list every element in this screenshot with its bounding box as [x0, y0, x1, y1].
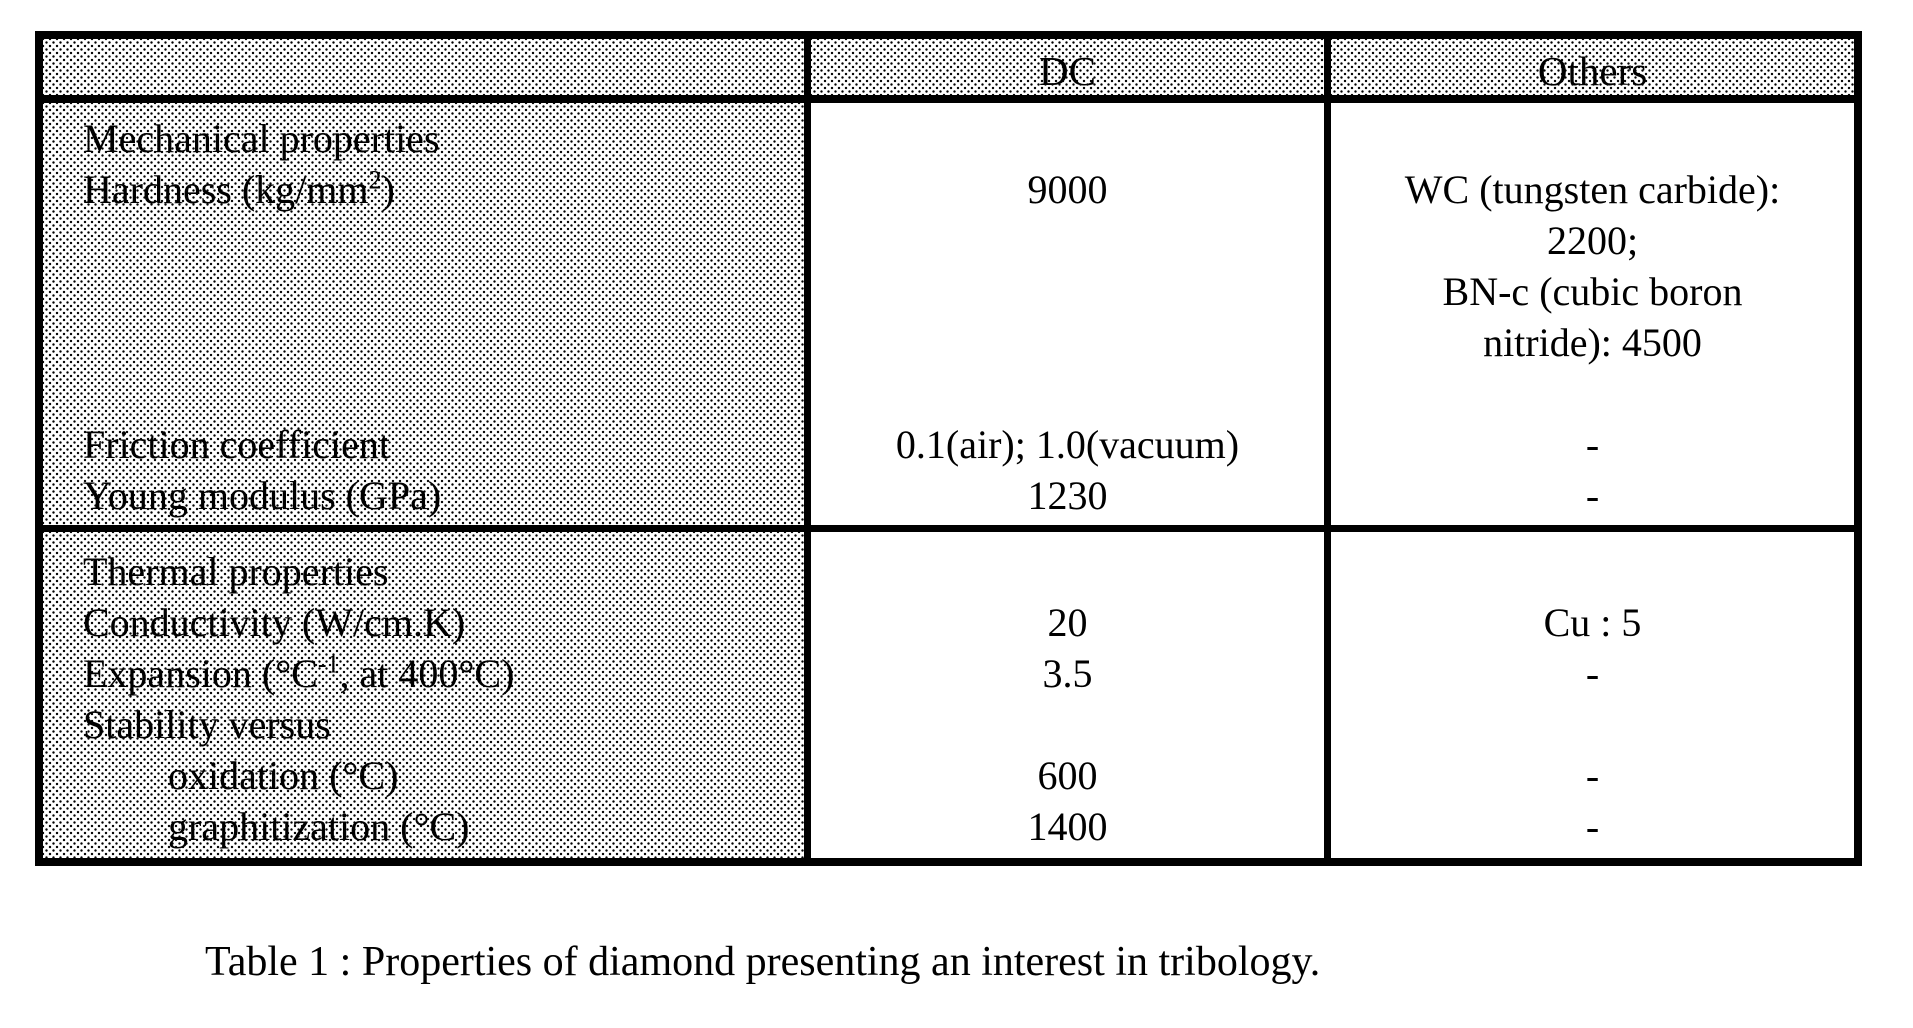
spacer-line	[1331, 113, 1854, 164]
spacer-line	[811, 113, 1324, 164]
graphitization-others-value: -	[1585, 804, 1600, 849]
conductivity-others-value: Cu : 5	[1543, 600, 1642, 645]
mechanical-section-row: Mechanical properties Hardness (kg/mm2) …	[43, 103, 1854, 532]
expansion-label: Expansion (°C-1, at 400°C)	[43, 648, 804, 699]
spacer-line	[811, 215, 1324, 266]
hardness-dc-value: 9000	[1027, 167, 1108, 212]
spacer-line	[1331, 546, 1854, 597]
spacer-line	[1331, 699, 1854, 750]
young-modulus-others-value: -	[1585, 473, 1600, 518]
mechanical-labels-cell: Mechanical properties Hardness (kg/mm2) …	[43, 103, 811, 532]
spacer-line	[811, 317, 1324, 368]
young-modulus-label: Young modulus (GPa)	[83, 473, 442, 518]
friction-label: Friction coefficient	[83, 422, 390, 467]
conductivity-dc-value: 20	[1047, 600, 1088, 645]
friction-others-value: -	[1585, 422, 1600, 467]
graphitization-dc-value: 1400	[1027, 804, 1108, 849]
spacer-line	[811, 699, 1324, 750]
thermal-section-row: Thermal properties Conductivity (W/cm.K)…	[43, 532, 1854, 858]
mechanical-dc-cell: 9000 0.1(air); 1.0(vacuum) 1230	[811, 103, 1331, 532]
spacer-line	[43, 215, 804, 266]
hardness-label-superscript: 2	[368, 165, 382, 195]
spacer-line	[811, 266, 1324, 317]
stability-label: Stability versus	[83, 702, 331, 747]
spacer-line	[811, 368, 1324, 419]
expansion-label-post: , at 400°C)	[339, 651, 515, 696]
mechanical-others-cell: WC (tungsten carbide): 2200; BN-c (cubic…	[1331, 103, 1854, 532]
spacer-line	[811, 546, 1324, 597]
oxidation-label: oxidation (°C)	[168, 753, 399, 798]
oxidation-dc-value: 600	[1037, 753, 1098, 798]
mechanical-section-title: Mechanical properties	[83, 116, 440, 161]
thermal-others-cell: Cu : 5 - - -	[1331, 532, 1854, 858]
expansion-label-pre: Expansion (°C	[83, 651, 318, 696]
hardness-label-pre: Hardness (kg/mm	[83, 167, 369, 212]
graphitization-label: graphitization (°C)	[168, 804, 470, 849]
table-caption: Table 1 : Properties of diamond presenti…	[205, 939, 1321, 985]
oxidation-others-value: -	[1585, 753, 1600, 798]
hardness-others-line3: BN-c (cubic boron	[1442, 269, 1743, 314]
hardness-others-line1: WC (tungsten carbide):	[1404, 167, 1781, 212]
hardness-label-post: )	[381, 167, 395, 212]
conductivity-label: Conductivity (W/cm.K)	[83, 600, 466, 645]
hardness-others-line2: 2200;	[1546, 218, 1639, 263]
table-header-row: DC Others	[43, 39, 1854, 103]
spacer-line	[43, 266, 804, 317]
friction-dc-value: 0.1(air); 1.0(vacuum)	[895, 422, 1240, 467]
expansion-label-superscript: -1	[317, 649, 340, 679]
young-modulus-dc-value: 1230	[1027, 473, 1108, 518]
spacer-line	[43, 368, 804, 419]
expansion-dc-value: 3.5	[1042, 651, 1093, 696]
hardness-label: Hardness (kg/mm2)	[43, 164, 804, 215]
spacer-line	[1331, 368, 1854, 419]
expansion-others-value: -	[1585, 651, 1600, 696]
header-cell-blank	[43, 39, 811, 103]
spacer-line	[43, 317, 804, 368]
hardness-others-line4: nitride): 4500	[1483, 320, 1702, 365]
thermal-section-title: Thermal properties	[83, 549, 389, 594]
header-cell-others: Others	[1331, 39, 1854, 103]
header-cell-dc: DC	[811, 39, 1331, 103]
thermal-labels-cell: Thermal properties Conductivity (W/cm.K)…	[43, 532, 811, 858]
thermal-dc-cell: 20 3.5 600 1400	[811, 532, 1331, 858]
properties-table: DC Others Mechanical properties Hardness…	[35, 31, 1862, 866]
